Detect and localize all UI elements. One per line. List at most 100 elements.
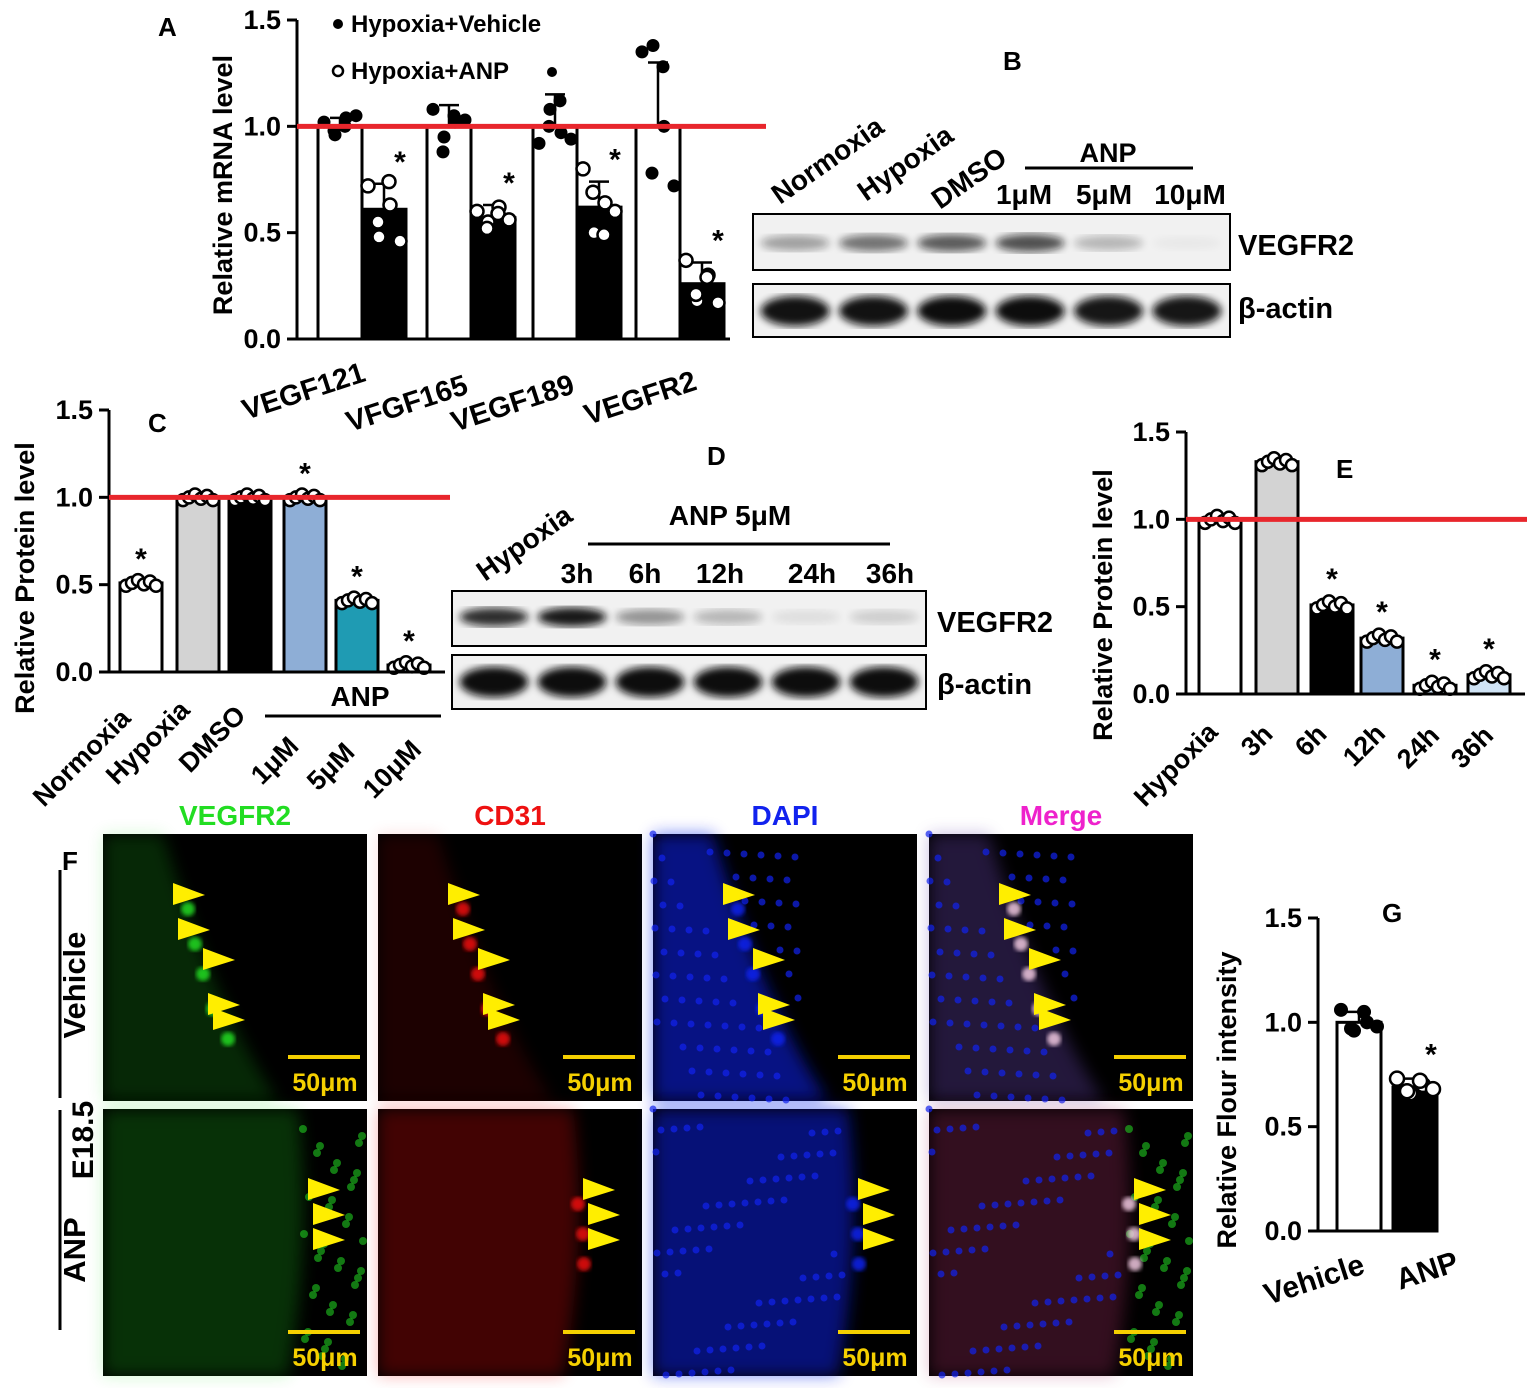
nucleus-dot (1044, 1298, 1052, 1306)
blot-band (995, 296, 1065, 326)
nucleus-dot (1087, 1172, 1095, 1180)
data-point (436, 145, 450, 159)
cell-cluster-dot (300, 1230, 308, 1238)
x-tick-label: ANP (1392, 1246, 1462, 1297)
nucleus-dot (807, 1295, 815, 1303)
nucleus-dot (808, 1129, 816, 1137)
data-point (596, 227, 612, 243)
channel-header: DAPI (752, 800, 819, 831)
nucleus-dot (686, 973, 694, 981)
nucleus-dot (1031, 1024, 1039, 1032)
arrowhead-marker (1039, 1008, 1071, 1030)
nucleus-dot (723, 1222, 731, 1230)
y-tick-label: 1.5 (1132, 417, 1170, 447)
panel-letter-g: G (1382, 898, 1402, 928)
nucleus-dot (1070, 1296, 1078, 1304)
vessel-signal (188, 937, 202, 951)
cell-cluster-dot (1144, 1352, 1152, 1360)
nucleus-dot (768, 1298, 776, 1306)
arrowhead-marker (863, 1228, 895, 1250)
nucleus-dot (662, 1371, 670, 1379)
row-label-vegfr2: VEGFR2 (937, 607, 1053, 639)
nucleus-dot (972, 1123, 980, 1131)
nucleus-dot (740, 850, 748, 858)
scale-bar-label: 50μm (842, 1344, 907, 1372)
lane-label: 5μM (1076, 179, 1132, 210)
nucleus-dot (1007, 1093, 1015, 1101)
nucleus-dot (677, 949, 685, 957)
nucleus-dot (934, 854, 942, 862)
lane-label: 10μM (1154, 179, 1226, 210)
nucleus-dot (977, 1368, 985, 1376)
blot-strip-vegfr2 (752, 213, 1231, 271)
nucleus-dot (1106, 1250, 1114, 1258)
channel-header: CD31 (474, 800, 546, 831)
bar (531, 124, 579, 341)
row-label-vegfr2: VEGFR2 (1238, 230, 1354, 262)
cell-cluster-dot (330, 1166, 338, 1174)
nucleus-dot (748, 1094, 756, 1102)
nucleus-dot (1022, 1177, 1030, 1185)
data-point (458, 113, 472, 127)
stage-label: E18.5 (67, 1101, 100, 1179)
arrowhead-marker (1139, 1203, 1171, 1225)
scale-bar-label: 50μm (1118, 1344, 1183, 1372)
significance-star: * (351, 560, 363, 593)
nucleus-dot (1061, 1174, 1069, 1182)
nucleus-dot (784, 923, 792, 931)
significance-star: * (503, 167, 515, 200)
nucleus-dot (661, 1270, 669, 1278)
nucleus-dot (1074, 1173, 1082, 1181)
data-point (607, 203, 623, 220)
nucleus-dot (794, 1296, 802, 1304)
nucleus-dot (669, 972, 677, 980)
tissue-region (929, 834, 1104, 1101)
arrowhead-marker (313, 1228, 345, 1250)
significance-star: * (135, 543, 147, 576)
y-tick-label: 1.5 (243, 5, 281, 35)
blot-band (771, 610, 841, 624)
bar (282, 495, 328, 674)
nucleus-dot (982, 848, 990, 856)
nucleus-dot (659, 901, 667, 909)
legend: Hypoxia+Vehicle Hypoxia+ANP (331, 11, 557, 85)
nucleus-dot (811, 1172, 819, 1180)
panel-b-blot: B ANP Normoxia Hypoxia DMSO 1μM 5μM 10μM… (752, 46, 1354, 338)
x-tick-label: Hypoxia (1128, 716, 1224, 812)
nucleus-dot (803, 1151, 811, 1159)
arrowhead-marker (478, 948, 510, 970)
data-point (646, 39, 660, 53)
vessel-signal (731, 902, 745, 916)
legend-marker-anp (331, 64, 345, 78)
nucleus-dot (960, 1225, 968, 1233)
nucleus-dot (925, 1105, 933, 1113)
blot-band (771, 666, 841, 698)
lane-label: 3h (561, 558, 594, 589)
blot-band (693, 666, 763, 698)
vessel-signal (738, 937, 752, 951)
nucleus-dot (1067, 853, 1075, 861)
nucleus-dot (721, 1022, 729, 1030)
microscopy-image: 50μm (378, 834, 642, 1101)
nucleus-dot (970, 950, 978, 958)
vessel-signal (771, 1032, 785, 1046)
row-label-vehicle: Vehicle (57, 932, 92, 1039)
scale-bar-label: 50μm (1118, 1069, 1183, 1097)
nucleus-dot (785, 1174, 793, 1182)
nucleus-dot (1110, 1127, 1118, 1135)
nucleus-dot (724, 1323, 732, 1331)
cell-cluster-dot (1150, 1338, 1158, 1346)
y-tick-label: 0.0 (1132, 679, 1170, 709)
data-point (678, 252, 694, 269)
nucleus-dot (668, 925, 676, 933)
data-point (1389, 634, 1405, 649)
bar (425, 124, 473, 341)
cell-cluster-dot (1127, 1335, 1135, 1343)
nucleus-dot (1114, 1271, 1122, 1279)
cell-cluster-dot (334, 1264, 342, 1272)
blot-strip-beta-actin (451, 654, 927, 710)
arrowhead-marker (488, 1008, 520, 1030)
nucleus-dot (991, 1201, 999, 1209)
nucleus-dot (739, 1070, 747, 1078)
nucleus-dot (1012, 1221, 1020, 1229)
